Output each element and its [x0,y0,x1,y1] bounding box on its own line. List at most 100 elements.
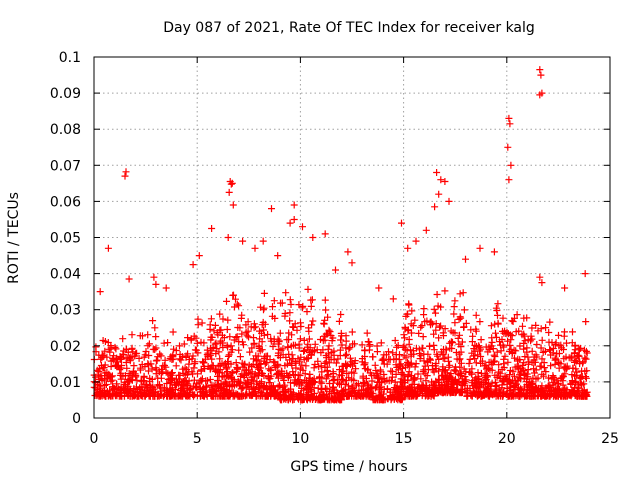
data-point [214,331,222,339]
data-point [569,328,576,336]
data-point [339,362,347,370]
data-point [123,364,131,372]
data-point [325,326,333,334]
data-point [223,363,231,371]
data-point [212,368,220,375]
data-point [184,350,192,358]
data-point [417,352,425,360]
data-point [536,91,544,99]
data-point [454,334,462,342]
data-point [507,161,515,169]
data-point [303,308,311,316]
data-point [277,299,284,307]
y-tick-label: 0.04 [50,267,81,283]
data-point [255,372,263,379]
data-point [432,385,440,393]
data-point [432,326,440,334]
data-point [361,365,369,373]
data-point [223,326,231,333]
data-point [203,346,211,354]
data-point [555,342,563,350]
data-point [195,252,203,260]
data-point [412,360,420,368]
data-point [228,346,236,354]
data-point [385,355,393,363]
data-point [421,362,429,370]
data-point [551,375,559,383]
data-point [146,377,153,385]
data-point [138,383,146,391]
data-point [571,384,578,392]
data-point [571,358,578,366]
data-point [348,328,356,336]
data-point [190,364,198,372]
data-point [430,305,438,313]
data-point [190,376,198,384]
data-point [373,383,381,391]
data-point [561,384,569,392]
data-point [561,328,568,336]
data-point [240,374,248,381]
data-point [320,320,328,328]
data-point [426,355,434,363]
data-point [185,368,193,376]
data-point [289,389,297,397]
data-point [530,365,538,373]
data-point [435,367,443,375]
data-point [523,344,531,352]
data-point [149,317,157,325]
data-point [426,342,434,350]
data-point [455,371,463,379]
data-point [228,374,235,381]
data-point [168,392,176,400]
data-point [344,392,352,400]
data-point [402,312,410,320]
data-point [208,347,216,355]
data-point [139,377,147,385]
data-point [402,363,409,371]
data-point [457,385,465,393]
data-point [427,356,434,364]
data-point [533,341,541,348]
data-point [208,355,216,363]
data-point [343,370,351,377]
data-point [462,376,470,384]
data-point [259,237,267,245]
data-point [397,362,404,370]
data-point [298,384,306,392]
data-point [215,348,223,356]
data-point [546,381,554,389]
data-point [229,291,237,299]
data-point [525,358,533,366]
data-point [183,382,191,389]
data-point [443,374,451,382]
data-point [286,296,294,304]
data-point [581,354,589,362]
data-point [260,355,268,363]
data-point [500,360,508,368]
data-point [373,371,381,379]
data-point [122,168,130,176]
data-point [317,336,324,343]
data-point [578,367,586,375]
data-point [536,66,544,74]
data-point [417,323,425,331]
data-point [161,356,169,364]
data-point [207,315,215,323]
data-point [235,346,243,354]
data-point [255,365,263,373]
data-point [441,287,449,295]
data-point [542,385,550,393]
data-point [345,345,353,353]
data-point [524,392,531,400]
data-point [486,366,494,374]
data-point [574,392,582,400]
data-point [189,352,197,360]
data-point [220,373,228,381]
data-point [494,320,502,328]
data-point [122,386,130,394]
data-point [375,392,383,400]
y-tick-label: 0.07 [50,158,81,174]
data-point [477,336,485,344]
data-point [311,340,319,348]
